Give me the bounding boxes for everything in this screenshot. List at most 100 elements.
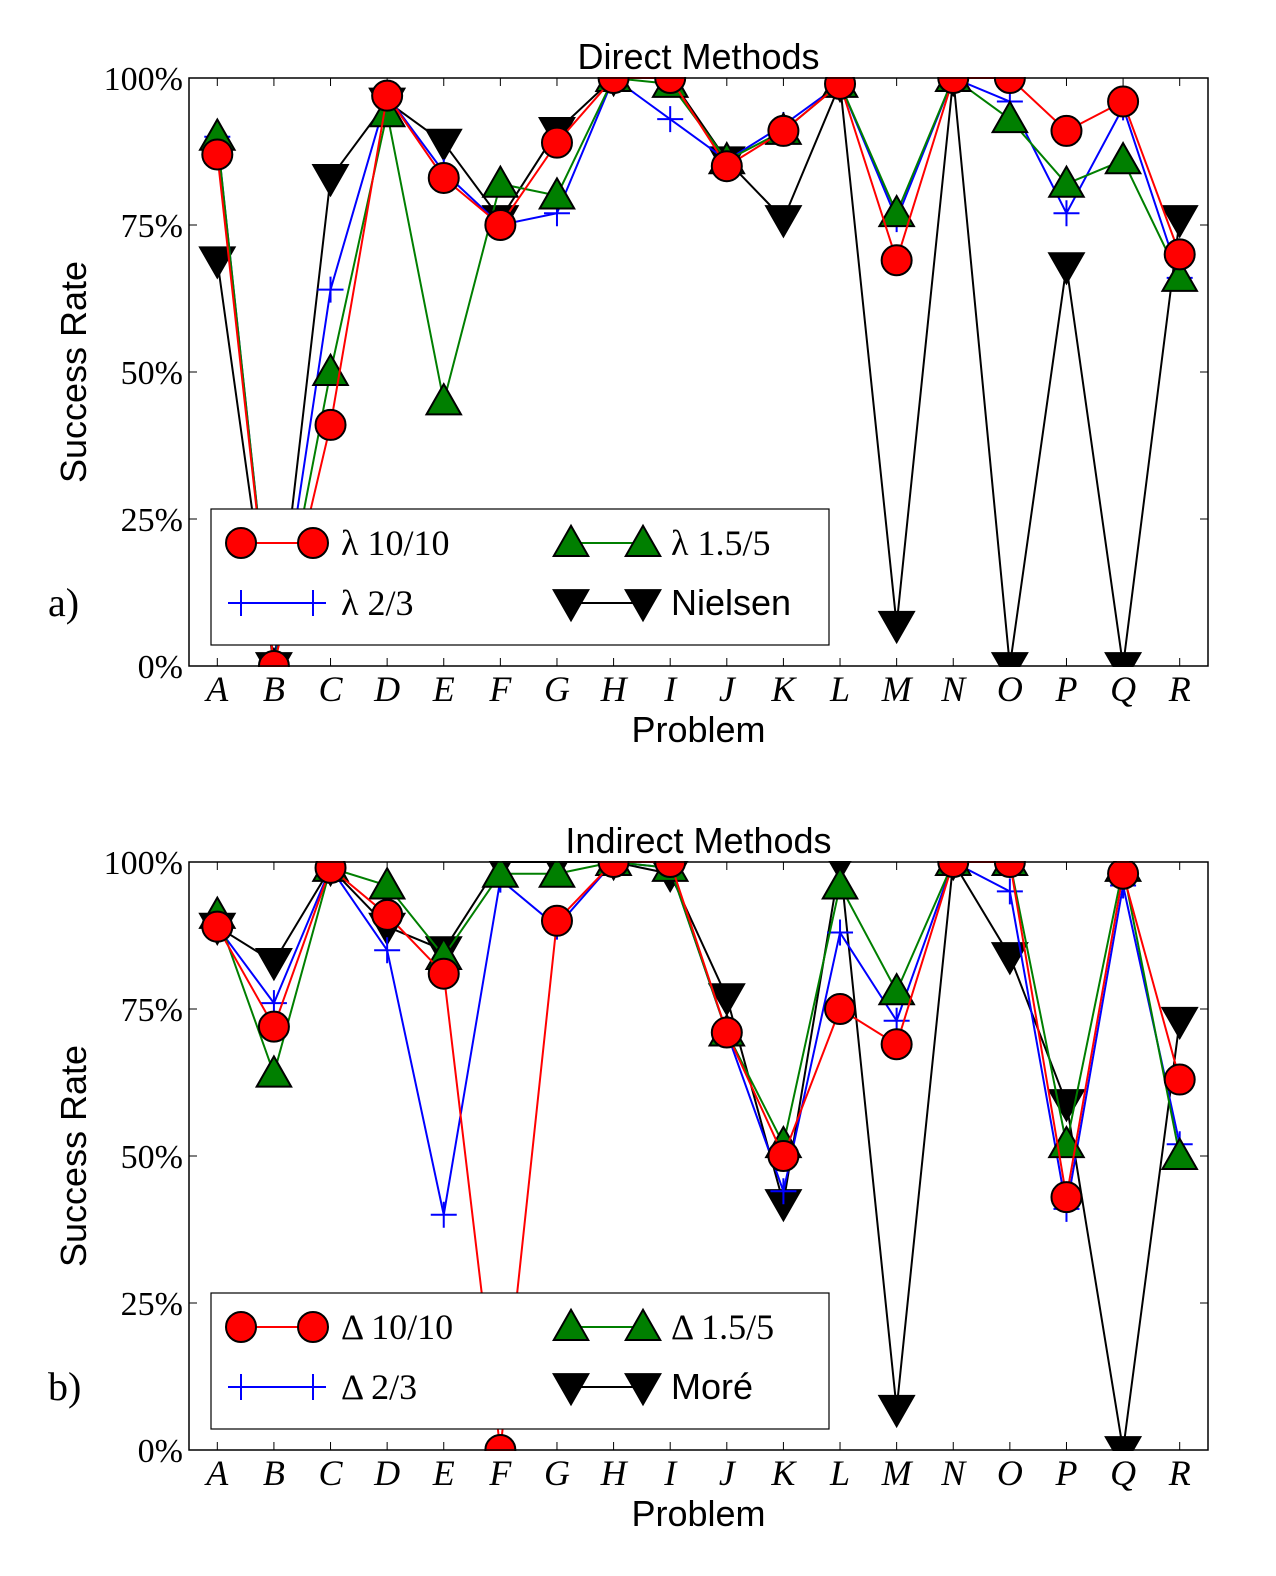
- data-point: [770, 1178, 797, 1205]
- data-point: [317, 276, 344, 303]
- legend-entry: λ 2/3: [228, 583, 413, 623]
- legend-marker: [624, 523, 662, 557]
- data-point: [427, 161, 460, 194]
- x-tick-label: F: [488, 1453, 512, 1493]
- x-axis-label: Problem: [631, 1493, 765, 1534]
- data-point: [540, 126, 573, 159]
- y-tick-label: 0%: [138, 1433, 183, 1470]
- data-point: [1104, 652, 1143, 667]
- data-point: [990, 652, 1029, 667]
- data-point: [767, 1140, 800, 1172]
- data-point: [424, 128, 463, 162]
- data-point: [1050, 114, 1083, 147]
- legend-label: Nielsen: [671, 582, 791, 623]
- legend-marker: [552, 1307, 590, 1341]
- x-tick-label: Q: [1110, 1453, 1136, 1493]
- legend-marker: [624, 1307, 662, 1341]
- y-tick-label: 25%: [121, 502, 183, 539]
- x-tick-label: C: [319, 669, 344, 709]
- x-tick-label: G: [544, 669, 570, 709]
- x-tick-label: N: [940, 1453, 967, 1493]
- data-point: [371, 898, 404, 931]
- legend-label: λ 10/10: [341, 523, 449, 563]
- y-axis-label: Success Rate: [53, 261, 94, 483]
- legend-label: Δ 1.5/5: [671, 1307, 774, 1347]
- data-point: [314, 408, 347, 441]
- legend-marker: [552, 523, 590, 557]
- legend-entry: Δ 2/3: [228, 1367, 417, 1407]
- data-point: [371, 79, 404, 112]
- x-tick-label: D: [373, 669, 400, 709]
- data-point: [540, 904, 573, 937]
- data-point: [1163, 238, 1196, 271]
- legend-marker: [300, 1374, 326, 1400]
- x-tick-label: A: [204, 669, 229, 709]
- direct-methods-chart: Direct Methods 0% 25% 50% 75% 100% A B C D E F G H I J K…: [48, 36, 1209, 750]
- x-tick-label: H: [600, 669, 629, 709]
- data-point: [254, 948, 293, 982]
- plot-frame: [188, 77, 1209, 667]
- data-point: [201, 138, 234, 171]
- data-point: [1160, 1136, 1199, 1170]
- data-point: [824, 77, 857, 100]
- x-tick-label: P: [1054, 669, 1077, 709]
- data-point: [1047, 1089, 1086, 1123]
- legend-marker: [297, 1311, 329, 1343]
- legend: λ 10/10 λ 1.5/5 λ 2/3 Nielsen: [210, 508, 830, 646]
- data-point: [257, 1010, 290, 1043]
- data-point: [880, 1028, 913, 1061]
- legend-marker: [297, 527, 329, 559]
- x-tick-label: J: [719, 669, 737, 709]
- data-point: [824, 993, 857, 1025]
- y-axis-label: Success Rate: [53, 1045, 94, 1267]
- data-point: [827, 919, 854, 946]
- data-point: [877, 1394, 916, 1429]
- data-point: [1160, 205, 1199, 239]
- data-point: [424, 382, 463, 416]
- legend-entry: λ 1.5/5: [552, 523, 770, 563]
- data-point: [1107, 861, 1140, 890]
- data-point: [430, 1201, 457, 1228]
- x-tick-label: J: [719, 1453, 737, 1493]
- y-tick-label: 75%: [121, 208, 183, 245]
- data-point: [1160, 258, 1199, 292]
- data-point: [1104, 1436, 1143, 1451]
- x-tick-label: M: [881, 1453, 914, 1493]
- series-circle: [201, 861, 1196, 1451]
- legend-marker: [552, 589, 590, 623]
- legend-entry: Moré: [552, 1366, 753, 1407]
- legend: Δ 10/10 Δ 1.5/5 Δ 2/3 Moré: [210, 1292, 830, 1430]
- panel-label: a): [48, 580, 79, 625]
- x-tick-label: N: [940, 669, 967, 709]
- panel-label: b): [48, 1364, 81, 1409]
- data-point: [1053, 200, 1080, 227]
- y-tick-label: 50%: [121, 1139, 183, 1176]
- legend-marker: [228, 1374, 254, 1400]
- data-point: [314, 861, 347, 884]
- legend-label: Δ 2/3: [341, 1367, 417, 1407]
- data-point: [877, 972, 916, 1006]
- x-tick-label: E: [432, 669, 455, 709]
- y-tick-label: 25%: [121, 1286, 183, 1323]
- data-point: [1160, 1006, 1199, 1041]
- data-point: [707, 983, 746, 1017]
- y-tick-label: 100%: [104, 845, 183, 882]
- data-point: [427, 957, 460, 990]
- chart-title: Indirect Methods: [565, 820, 831, 861]
- x-tick-label: Q: [1110, 669, 1136, 709]
- x-tick-label: O: [997, 1453, 1023, 1493]
- indirect-methods-chart: Indirect Methods 0% 25% 50% 75% 100% A B C D E F G H I…: [48, 820, 1209, 1534]
- x-tick-label: I: [663, 669, 678, 709]
- legend-marker: [552, 1373, 590, 1407]
- data-point: [537, 176, 576, 210]
- x-tick-label: F: [488, 669, 512, 709]
- x-tick-label: K: [770, 669, 797, 709]
- legend-label: λ 2/3: [341, 583, 413, 623]
- data-point: [767, 114, 800, 147]
- plot-area: [198, 861, 1199, 1451]
- legend-marker: [624, 589, 662, 623]
- data-point: [1047, 164, 1086, 198]
- legend-entry: Nielsen: [552, 582, 791, 623]
- data-point: [764, 205, 803, 239]
- data-point: [537, 861, 576, 888]
